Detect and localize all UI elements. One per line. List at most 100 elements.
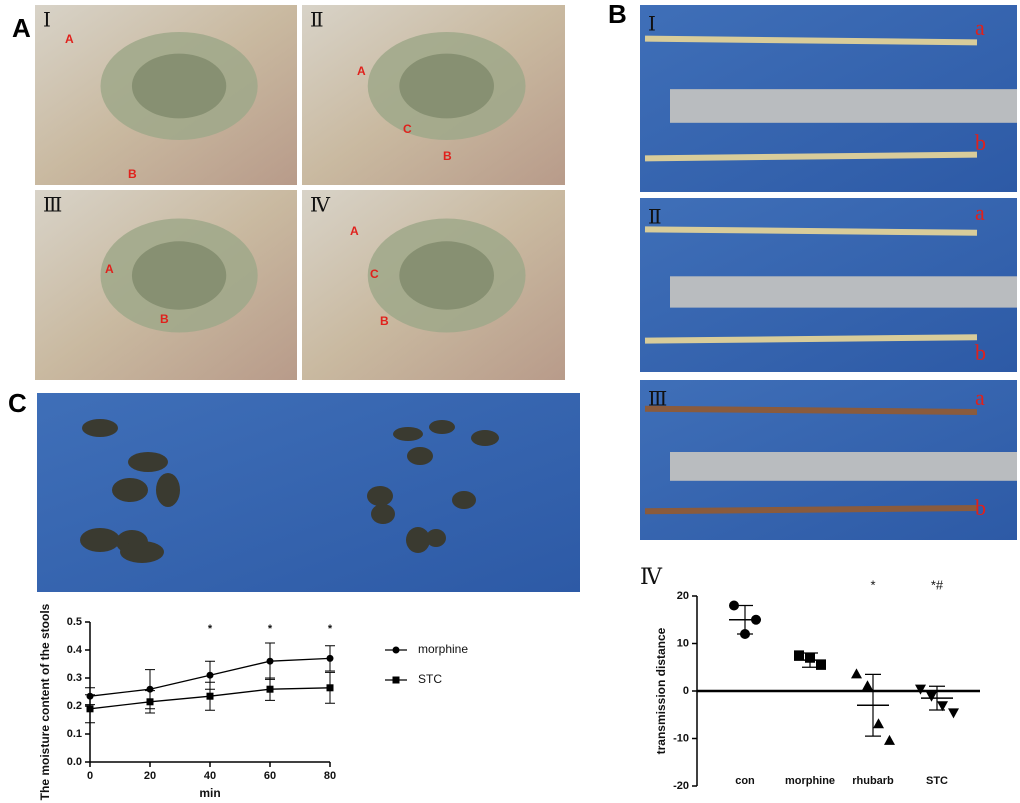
photo-label: Ⅱ — [310, 8, 324, 32]
photo-tag: A — [105, 262, 114, 276]
y-tick-label: 0.5 — [67, 616, 82, 628]
photo-tag: b — [975, 495, 986, 520]
significance: * — [208, 623, 213, 635]
ruler — [670, 276, 1017, 308]
specimen — [644, 334, 978, 344]
point — [206, 692, 214, 700]
photo-tag: B — [128, 167, 137, 181]
panel-label: Ⅳ — [640, 565, 663, 590]
point — [266, 685, 274, 693]
photo-detail — [399, 241, 494, 310]
y-tick-label: 0 — [683, 685, 689, 697]
error-bar — [802, 652, 818, 668]
photo-tag: B — [160, 312, 169, 326]
point — [884, 734, 895, 745]
significance: * — [268, 623, 273, 635]
point — [326, 654, 334, 662]
photo-tag: A — [65, 32, 74, 46]
photo-detail — [131, 241, 227, 310]
significance: *# — [931, 577, 944, 592]
specimen — [644, 226, 978, 236]
point — [937, 701, 948, 712]
photo: ⅠA B — [35, 5, 297, 185]
photo-tag: a — [975, 200, 985, 225]
y-tick-label: 20 — [677, 590, 689, 602]
legend-label: STC — [418, 672, 442, 686]
x-tick-label: 80 — [324, 770, 336, 782]
panel-letter: A — [12, 13, 31, 43]
photo-tag: B — [380, 314, 389, 328]
error-bar — [737, 604, 753, 635]
photo-label: Ⅳ — [310, 193, 331, 217]
y-tick-label: 10 — [677, 637, 689, 649]
x-axis-label: min — [199, 786, 220, 800]
photo-tag: a — [975, 15, 985, 40]
y-tick-label: 0.0 — [67, 756, 82, 768]
point — [851, 668, 862, 679]
photo: Ⅳ A C B — [302, 190, 565, 380]
y-axis-label: The moisture content of the stools — [38, 603, 52, 800]
photo: Ⅱ A C B — [302, 5, 565, 185]
x-tick-label: 20 — [144, 770, 156, 782]
photo-tag: C — [403, 122, 412, 136]
photo-detail — [131, 53, 227, 119]
legend-marker — [392, 676, 400, 684]
significance: * — [870, 577, 875, 592]
y-axis-label: transmission distance — [654, 627, 668, 754]
y-tick-label: -20 — [673, 780, 689, 792]
photo-tag: B — [443, 149, 452, 163]
x-tick-label: STC — [926, 775, 948, 787]
point — [146, 698, 154, 706]
photo-tag: b — [975, 340, 986, 365]
photo-label: Ⅰ — [43, 8, 51, 32]
error-bar — [865, 673, 881, 737]
specimen — [644, 35, 978, 46]
specimen — [644, 405, 978, 415]
photo-detail — [399, 53, 494, 119]
specimen — [644, 505, 978, 515]
point — [729, 600, 739, 611]
point — [266, 657, 274, 665]
panel-letter: B — [608, 0, 627, 29]
x-tick-label: 0 — [87, 770, 93, 782]
point — [873, 718, 884, 729]
photo-label: Ⅱ — [648, 205, 662, 229]
legend-marker — [392, 646, 400, 654]
y-tick-label: -10 — [673, 732, 689, 744]
photo-c — [37, 393, 580, 592]
photo-tag: A — [357, 64, 366, 78]
ruler — [670, 452, 1017, 481]
legend-label: morphine — [418, 642, 468, 656]
point — [794, 650, 804, 661]
point — [862, 680, 873, 691]
photo-label: Ⅲ — [43, 193, 62, 217]
y-tick-label: 0.2 — [67, 700, 82, 712]
x-tick-label: rhubarb — [852, 775, 894, 787]
ruler — [670, 89, 1017, 123]
y-tick-label: 0.1 — [67, 728, 82, 740]
photo-tag: A — [350, 224, 359, 238]
photo: Ⅲ A B — [35, 190, 297, 380]
photo-label: Ⅲ — [648, 387, 667, 411]
photo-label: Ⅰ — [648, 12, 656, 36]
y-tick-label: 0.3 — [67, 672, 82, 684]
error-bar — [929, 685, 945, 711]
photo-tag: a — [975, 385, 985, 410]
x-tick-label: 60 — [264, 770, 276, 782]
panel-letter: C — [8, 388, 27, 418]
photo-tag: b — [975, 130, 986, 155]
x-tick-label: morphine — [785, 775, 835, 787]
x-tick-label: con — [735, 775, 755, 787]
significance: * — [328, 623, 333, 635]
point — [948, 708, 959, 719]
photo-tag: C — [370, 267, 379, 281]
point — [926, 691, 937, 702]
point — [326, 684, 334, 692]
point — [206, 671, 214, 679]
y-tick-label: 0.4 — [67, 644, 83, 656]
x-tick-label: 40 — [204, 770, 216, 782]
